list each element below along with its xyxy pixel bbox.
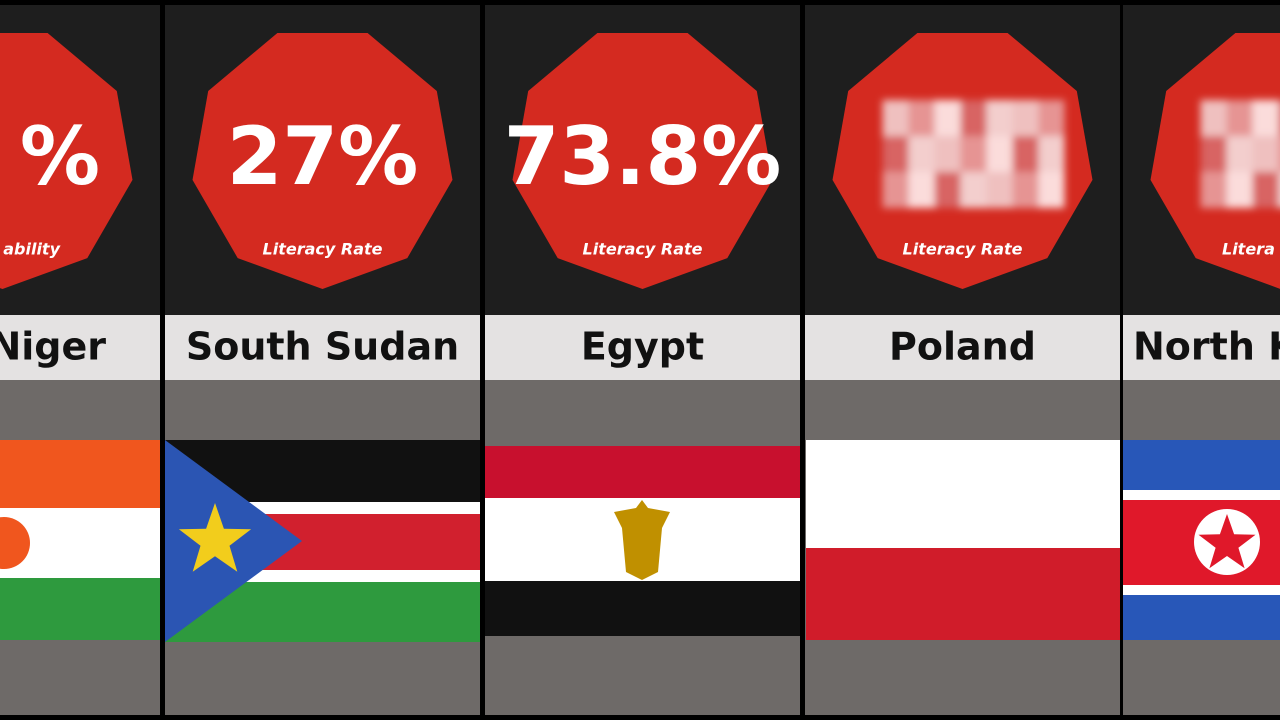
country-name: Egypt: [581, 325, 704, 369]
value: %: [20, 110, 100, 203]
badge: [0, 33, 133, 289]
blur-cell: [1252, 172, 1279, 208]
blur-cell: [1012, 100, 1039, 136]
name-band: [805, 315, 1120, 380]
flag-poland: [806, 440, 1120, 640]
blur-cell: [1278, 172, 1280, 208]
blur-cell: [1200, 136, 1227, 172]
country-name: Niger: [0, 325, 106, 369]
blur-cell: [908, 172, 935, 208]
panel: Literacy Rate Poland: [805, 5, 1120, 715]
blur-cell: [986, 100, 1013, 136]
caption: Literacy Rate: [903, 240, 1023, 259]
name-band: [485, 315, 800, 380]
caption: ability: [3, 240, 60, 259]
caption: Literacy Rate: [583, 240, 703, 259]
flag-egypt: [485, 446, 800, 636]
blur-cell: [1278, 100, 1280, 136]
blur-cell: [960, 100, 987, 136]
country-name: South Sudan: [186, 325, 459, 369]
blur-cell: [882, 172, 909, 208]
value: 27%: [227, 110, 418, 203]
blur-cell: [1226, 136, 1253, 172]
blur-cell: [1038, 100, 1065, 136]
caption: Literacy Rate: [263, 240, 383, 259]
blurred-value: [1200, 100, 1280, 208]
blur-cell: [908, 136, 935, 172]
flag-north-korea: [1123, 440, 1280, 640]
blur-cell: [908, 100, 935, 136]
country-name: Poland: [889, 325, 1036, 369]
blur-cell: [960, 172, 987, 208]
blur-cell: [1200, 100, 1227, 136]
blurred-value: [882, 100, 1065, 208]
badge: [512, 33, 773, 289]
blur-cell: [1252, 136, 1279, 172]
value: 73.8%: [504, 110, 782, 203]
caption: Litera: [1222, 240, 1275, 259]
blur-cell: [960, 136, 987, 172]
blur-cell: [1252, 100, 1279, 136]
blur-cell: [934, 100, 961, 136]
flag-south-sudan: [165, 440, 480, 642]
blur-cell: [1200, 172, 1227, 208]
blur-cell: [882, 136, 909, 172]
blur-cell: [1226, 172, 1253, 208]
flag-niger: [0, 440, 160, 640]
blur-cell: [1012, 136, 1039, 172]
blur-cell: [1038, 172, 1065, 208]
blur-cell: [986, 172, 1013, 208]
blur-cell: [1278, 136, 1280, 172]
blur-cell: [934, 136, 961, 172]
blur-cell: [986, 136, 1013, 172]
name-band: [165, 315, 480, 380]
badge: [192, 33, 453, 289]
blur-cell: [1038, 136, 1065, 172]
blur-cell: [1012, 172, 1039, 208]
blur-cell: [1226, 100, 1253, 136]
blur-cell: [934, 172, 961, 208]
country-name: North K: [1133, 325, 1280, 369]
name-band: [0, 315, 160, 380]
blur-cell: [882, 100, 909, 136]
name-band: [1123, 315, 1280, 380]
